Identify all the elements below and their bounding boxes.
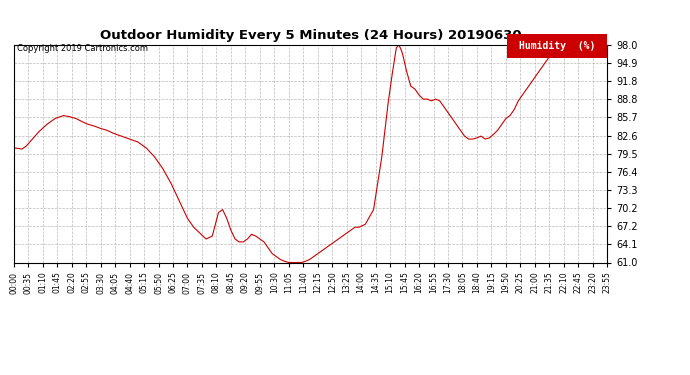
Text: Humidity  (%): Humidity (%): [519, 41, 595, 51]
Text: Copyright 2019 Cartronics.com: Copyright 2019 Cartronics.com: [17, 44, 148, 52]
Title: Outdoor Humidity Every 5 Minutes (24 Hours) 20190630: Outdoor Humidity Every 5 Minutes (24 Hou…: [99, 30, 522, 42]
